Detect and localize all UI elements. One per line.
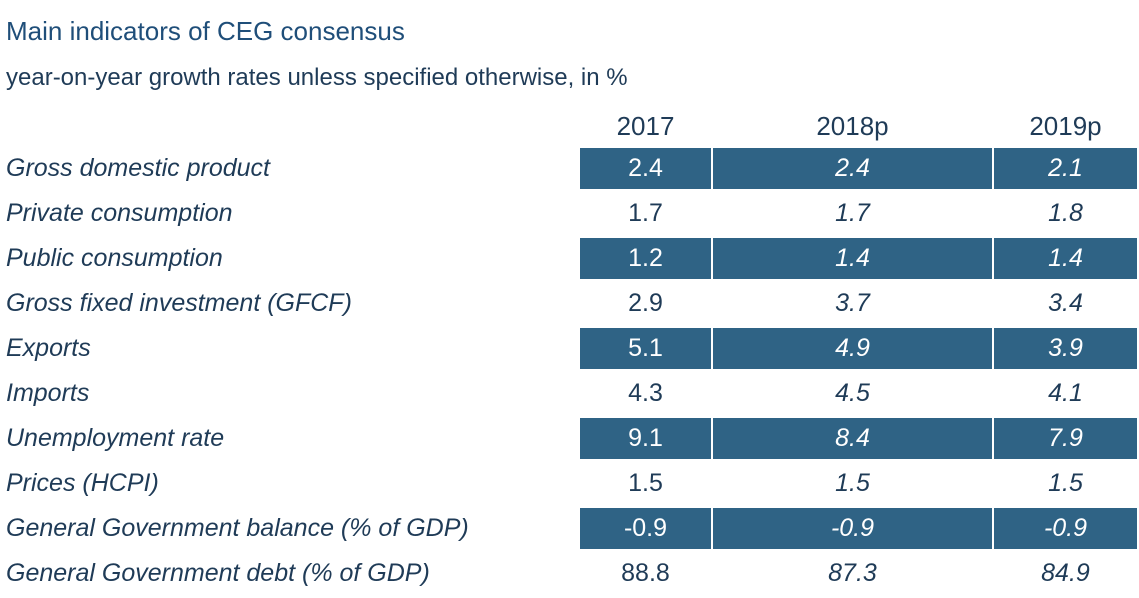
column-header-2019p: 2019p (1029, 111, 1102, 141)
table-cell-2018p: 1.7 (835, 199, 870, 227)
table-cell-2019p: 2.1 (994, 148, 1137, 189)
table-cell-2018p: 4.9 (713, 328, 992, 369)
table-row: Unemployment rate 9.1 8.4 7.9 (0, 416, 1139, 460)
table-cell-2017: 2.9 (628, 289, 663, 317)
table-cell-2018p: 3.7 (835, 289, 870, 317)
table-cell-2019p: 1.4 (994, 238, 1137, 279)
table-cell-2018p: 1.4 (713, 238, 992, 279)
table-cell-2019p: 4.1 (1048, 379, 1083, 407)
table-cell-2019p: 3.9 (994, 328, 1137, 369)
table-cell-2018p: 2.4 (713, 148, 992, 189)
table-cell-2017: 9.1 (580, 418, 711, 459)
row-label: Unemployment rate (6, 424, 225, 452)
table-cell-2017: 88.8 (621, 559, 670, 587)
table-row: Exports 5.1 4.9 3.9 (0, 326, 1139, 370)
table-cell-2019p: -0.9 (994, 508, 1137, 549)
table-cell-2018p: 8.4 (713, 418, 992, 459)
table-cell-2017: 5.1 (580, 328, 711, 369)
table-cell-2017: 4.3 (628, 379, 663, 407)
table-row: General Government debt (% of GDP) 88.8 87… (0, 551, 1139, 595)
table-cell-2019p: 7.9 (994, 418, 1137, 459)
table-cell-2019p: 1.8 (1048, 199, 1083, 227)
row-label: Imports (6, 379, 90, 407)
table-cell-2019p: 3.4 (1048, 289, 1083, 317)
table-row: Gross domestic product 2.4 2.4 2.1 (0, 146, 1139, 190)
table-cell-2019p: 1.5 (1048, 469, 1083, 497)
table-title: Main indicators of CEG consensus (6, 16, 405, 46)
table-cell-2019p: 84.9 (1041, 559, 1090, 587)
table-row: Public consumption 1.2 1.4 1.4 (0, 236, 1139, 280)
table-row: Prices (HCPI) 1.5 1.5 1.5 (0, 461, 1139, 505)
table-cell-2018p: 1.5 (835, 469, 870, 497)
table-row: General Government balance (% of GDP) -0.… (0, 506, 1139, 550)
row-label: Private consumption (6, 199, 233, 227)
table-cell-2017: 1.5 (628, 469, 663, 497)
table-row: Private consumption 1.7 1.7 1.8 (0, 191, 1139, 235)
table-subtitle: year-on-year growth rates unless specifi… (6, 64, 628, 91)
table-cell-2017: 2.4 (580, 148, 711, 189)
table-cell-2018p: 4.5 (835, 379, 870, 407)
row-label: Public consumption (6, 244, 223, 272)
column-header-2018p: 2018p (816, 111, 889, 141)
table-row: Imports 4.3 4.5 4.1 (0, 371, 1139, 415)
table-cell-2017: 1.7 (628, 199, 663, 227)
row-label: General Government debt (% of GDP) (6, 559, 430, 587)
column-header-2017: 2017 (616, 111, 675, 141)
row-label: Gross domestic product (6, 154, 270, 182)
table-cell-2018p: 87.3 (828, 559, 877, 587)
row-label: General Government balance (% of GDP) (6, 514, 469, 542)
table-cell-2017: 1.2 (580, 238, 711, 279)
table-row: Gross fixed investment (GFCF) 2.9 3.7 3.4 (0, 281, 1139, 325)
table-cell-2018p: -0.9 (713, 508, 992, 549)
row-label: Gross fixed investment (GFCF) (6, 289, 352, 317)
row-label: Exports (6, 334, 91, 362)
table-cell-2017: -0.9 (580, 508, 711, 549)
row-label: Prices (HCPI) (6, 469, 159, 497)
